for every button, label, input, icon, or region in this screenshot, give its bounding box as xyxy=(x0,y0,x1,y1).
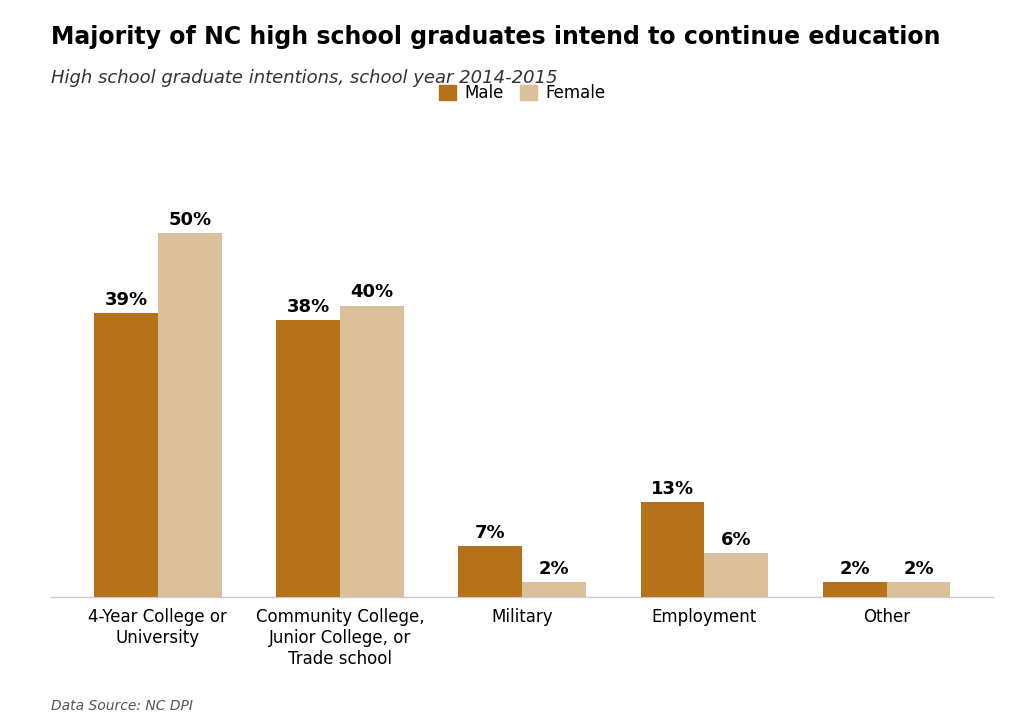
Text: High school graduate intentions, school year 2014-2015: High school graduate intentions, school … xyxy=(51,69,558,87)
Bar xyxy=(641,502,705,597)
Text: 40%: 40% xyxy=(350,283,393,301)
Text: 13%: 13% xyxy=(651,480,694,498)
Bar xyxy=(705,553,768,597)
Bar xyxy=(522,582,586,597)
Bar xyxy=(340,306,403,597)
Bar xyxy=(276,320,340,597)
Bar xyxy=(94,313,158,597)
Legend: Male, Female: Male, Female xyxy=(432,77,612,108)
Text: 38%: 38% xyxy=(287,298,330,316)
Bar xyxy=(158,233,221,597)
Text: 2%: 2% xyxy=(539,560,569,578)
Text: 6%: 6% xyxy=(721,531,752,549)
Text: 2%: 2% xyxy=(840,560,870,578)
Bar xyxy=(887,582,950,597)
Text: 50%: 50% xyxy=(168,210,211,229)
Text: Data Source: NC DPI: Data Source: NC DPI xyxy=(51,700,194,713)
Bar xyxy=(823,582,887,597)
Text: 2%: 2% xyxy=(903,560,934,578)
Text: 39%: 39% xyxy=(104,290,147,309)
Text: Majority of NC high school graduates intend to continue education: Majority of NC high school graduates int… xyxy=(51,25,941,50)
Text: 7%: 7% xyxy=(475,523,506,542)
Bar xyxy=(459,546,522,597)
